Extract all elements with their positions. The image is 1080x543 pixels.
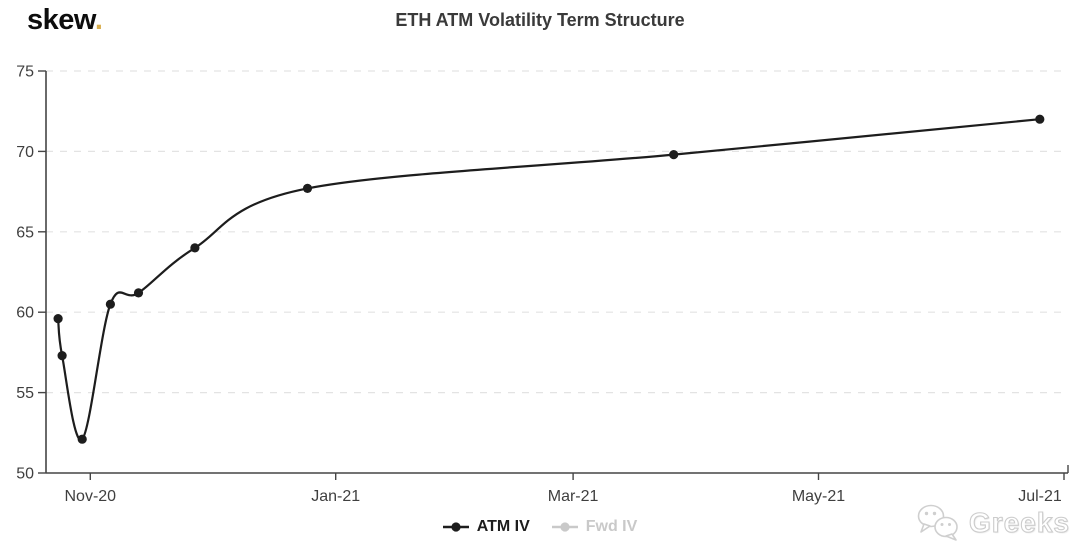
greeks-watermark: Greeks [916,502,1070,542]
chart-legend: ATM IV Fwd IV [0,514,1080,540]
atm-iv-data-point [190,243,200,253]
y-tick-label: 75 [16,64,34,81]
atm-iv-data-point [105,299,115,309]
x-tick-label: Jan-21 [311,488,360,505]
skew-logo-text: skew [27,4,95,36]
x-tick-label: Mar-21 [548,488,599,505]
y-tick-label: 55 [16,385,34,402]
watermark-text: Greeks [968,506,1070,538]
skew-logo-dot: . [94,4,103,36]
atm-iv-data-point [133,288,144,298]
atm-iv-data-point [57,351,67,361]
atm-iv-data-point [77,434,87,444]
atm-iv-data-point [53,314,63,324]
atm-iv-data-point [669,150,679,160]
x-tick-label: Nov-20 [65,488,117,505]
y-tick-label: 65 [16,224,34,241]
wechat-icon [917,504,958,541]
chart-title: ETH ATM Volatility Term Structure [395,10,685,30]
legend-item-atm-iv[interactable]: ATM IV [442,518,530,536]
legend-label-fwd-iv: Fwd IV [585,518,638,535]
atm-iv-data-point [1035,114,1045,124]
legend-item-fwd-iv[interactable]: Fwd IV [551,518,638,536]
y-tick-label: 50 [16,466,34,483]
fwd-iv-marker-icon [551,522,578,532]
atm-iv-line [57,118,1040,441]
atm-iv-marker-icon [442,522,469,532]
y-tick-label: 70 [16,144,34,161]
legend-label-atm-iv: ATM IV [476,518,530,535]
x-tick-label: May-21 [792,488,845,505]
x-tick-label: Jul-21 [1018,488,1062,505]
atm-iv-data-point [302,183,313,193]
skew-logo[interactable]: skew. [27,4,103,37]
y-tick-label: 60 [16,305,34,322]
